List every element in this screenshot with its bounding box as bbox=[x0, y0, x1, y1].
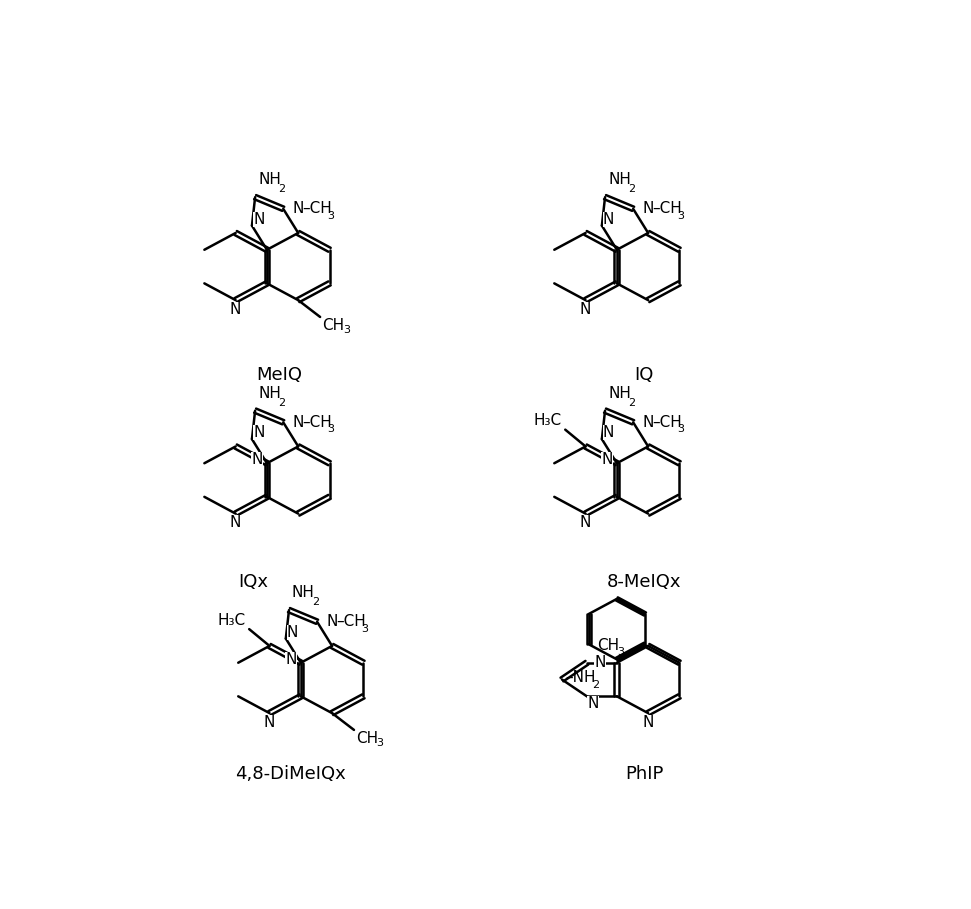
Text: 3: 3 bbox=[677, 211, 684, 221]
Text: 3: 3 bbox=[327, 211, 334, 221]
Text: CH: CH bbox=[322, 318, 345, 334]
Text: N: N bbox=[580, 515, 591, 530]
Text: NH: NH bbox=[258, 173, 281, 187]
Text: 3: 3 bbox=[617, 647, 624, 657]
Text: N: N bbox=[253, 425, 264, 440]
Text: NH: NH bbox=[258, 385, 281, 401]
Text: –CH: –CH bbox=[652, 201, 682, 216]
Text: 2: 2 bbox=[628, 185, 635, 195]
Text: –CH: –CH bbox=[302, 415, 332, 430]
Text: NH: NH bbox=[292, 585, 315, 600]
Text: 2: 2 bbox=[313, 597, 319, 607]
Text: N: N bbox=[251, 453, 263, 467]
Text: –CH: –CH bbox=[652, 415, 682, 430]
Text: PhIP: PhIP bbox=[625, 765, 663, 783]
Text: 2: 2 bbox=[628, 398, 635, 408]
Text: N: N bbox=[230, 302, 242, 316]
Text: 2: 2 bbox=[279, 398, 285, 408]
Text: N: N bbox=[603, 212, 615, 227]
Text: –CH: –CH bbox=[336, 614, 366, 629]
Text: N: N bbox=[601, 453, 613, 467]
Text: N: N bbox=[642, 415, 653, 430]
Text: IQ: IQ bbox=[635, 366, 654, 385]
Text: N: N bbox=[253, 212, 264, 227]
Text: N: N bbox=[326, 614, 338, 629]
Text: N: N bbox=[587, 695, 598, 711]
Text: NH: NH bbox=[608, 385, 631, 401]
Text: 3: 3 bbox=[677, 425, 684, 435]
Text: N: N bbox=[643, 714, 653, 730]
Text: N: N bbox=[580, 302, 591, 316]
Text: –NH: –NH bbox=[565, 670, 595, 684]
Text: N: N bbox=[642, 201, 653, 216]
Text: 8-MeIQx: 8-MeIQx bbox=[607, 573, 682, 591]
Text: N: N bbox=[603, 425, 615, 440]
Text: CH: CH bbox=[356, 732, 379, 746]
Text: NH: NH bbox=[608, 173, 631, 187]
Text: 3: 3 bbox=[377, 738, 384, 748]
Text: MeIQ: MeIQ bbox=[256, 366, 302, 385]
Text: H₃C: H₃C bbox=[533, 414, 561, 428]
Text: 3: 3 bbox=[343, 325, 350, 335]
Text: H₃C: H₃C bbox=[218, 613, 246, 628]
Text: N: N bbox=[230, 515, 242, 530]
Text: 3: 3 bbox=[361, 624, 368, 634]
Text: N: N bbox=[292, 201, 304, 216]
Text: IQx: IQx bbox=[238, 573, 268, 591]
Text: 2: 2 bbox=[592, 680, 599, 690]
Text: N: N bbox=[286, 624, 298, 640]
Text: N: N bbox=[594, 655, 606, 670]
Text: 3: 3 bbox=[327, 425, 334, 435]
Text: 4,8-DiMeIQx: 4,8-DiMeIQx bbox=[235, 765, 346, 783]
Text: CH: CH bbox=[596, 638, 619, 653]
Text: N: N bbox=[292, 415, 304, 430]
Text: –CH: –CH bbox=[302, 201, 332, 216]
Text: N: N bbox=[264, 714, 275, 730]
Text: 2: 2 bbox=[279, 185, 285, 195]
Text: N: N bbox=[285, 652, 297, 666]
